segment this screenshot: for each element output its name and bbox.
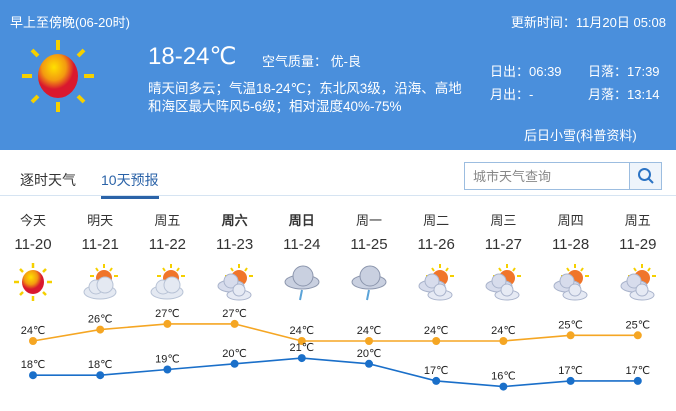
moonset: 月落：13:14 (588, 87, 660, 102)
sun-icon (0, 262, 67, 302)
search-input[interactable] (465, 163, 629, 189)
cloudy-sun-icon (537, 262, 604, 302)
high-temp-label: 27℃ (222, 308, 247, 320)
low-temp-label: 18℃ (88, 359, 113, 371)
low-temp-label: 17℃ (626, 365, 651, 377)
update-time: 更新时间：11月20日 05:08 (510, 15, 666, 30)
high-temp-label: 24℃ (290, 325, 315, 337)
high-temp-point (297, 337, 306, 345)
date-label: 11-22 (148, 236, 187, 253)
low-temp-label: 20℃ (222, 348, 247, 360)
cloudy-sun-icon (604, 262, 671, 302)
day-label: 周五 (624, 213, 651, 228)
high-temp-point (29, 337, 37, 345)
high-temp-label: 24℃ (424, 325, 449, 337)
date-label: 11-28 (551, 236, 590, 253)
sunset: 日落：17:39 (588, 64, 660, 79)
light-rain-icon (336, 262, 403, 302)
day-label: 周六 (221, 213, 248, 228)
high-temp-point (566, 331, 575, 340)
day-label: 周五 (154, 213, 181, 228)
date-label: 11-23 (215, 236, 254, 253)
high-temp-label: 24℃ (357, 325, 382, 337)
high-temp-label: 24℃ (491, 325, 516, 337)
low-temp-label: 20℃ (357, 348, 382, 360)
high-temp-point (230, 319, 239, 328)
high-temp-point (633, 331, 642, 340)
cloudy-sun-icon (470, 262, 537, 302)
low-temp-label: 17℃ (424, 365, 449, 377)
high-temp-line (32, 323, 638, 342)
low-temp-point (297, 354, 306, 363)
high-temp-label: 24℃ (21, 325, 46, 337)
low-temp-point (163, 365, 172, 374)
low-temp-point (230, 359, 239, 368)
low-temp-label: 16℃ (491, 371, 516, 383)
high-temp-point (96, 325, 105, 334)
tab-hourly[interactable]: 逐时天气 (20, 172, 76, 188)
date-label: 11-24 (283, 236, 321, 253)
low-temp-label: 17℃ (558, 365, 583, 377)
city-search (464, 162, 662, 190)
date-label: 11-29 (619, 236, 657, 253)
high-temp-label: 27℃ (155, 308, 180, 320)
high-temp-label: 26℃ (88, 314, 113, 326)
day-label: 明天 (87, 213, 114, 228)
temperature-chart: 24℃ 26℃ 27℃ 27℃ 24℃ 24℃ 24℃ 24℃ 25℃ 25℃ 18℃ 18℃ 19℃ 2… (21, 308, 651, 391)
day-label: 周日 (288, 213, 315, 228)
low-temp-point (633, 376, 642, 385)
search-button[interactable] (629, 163, 661, 189)
tab-bar: 逐时天气 10天预报 (0, 150, 676, 199)
date-label: 11-27 (484, 236, 523, 253)
sun-icon (22, 40, 94, 112)
light-rain-icon (268, 262, 335, 302)
search-icon (637, 168, 654, 184)
low-temp-label: 18℃ (21, 359, 46, 371)
low-temp-point (566, 376, 575, 385)
partly-cloudy-icon (67, 262, 134, 302)
low-temp-point (432, 376, 441, 385)
low-temp-line (33, 357, 638, 388)
high-temp-point (432, 337, 441, 345)
low-temp-point (499, 382, 508, 391)
air-quality: 空气质量： 优-良 (262, 54, 361, 69)
tab-10day[interactable]: 10天预报 (101, 170, 159, 199)
high-temp-label: 25℃ (626, 319, 651, 331)
low-temp-point (29, 371, 37, 380)
moonrise: 月出：- (490, 87, 534, 102)
forecast-desc-line2: 和海区最大阵风5-6级；相对湿度40%-75% (148, 99, 402, 114)
day-label: 今天 (19, 213, 46, 228)
period-label: 早上至傍晚(06-20时) (10, 15, 130, 30)
high-temp-point (163, 319, 172, 328)
date-label: 11-26 (417, 236, 455, 253)
cloudy-sun-icon (403, 262, 470, 302)
high-temp-label: 25℃ (558, 319, 583, 331)
low-temp-label: 19℃ (155, 354, 180, 366)
day-label: 周一 (355, 213, 382, 228)
low-temp-point (96, 371, 105, 380)
sunrise: 日出：06:39 (490, 64, 562, 79)
day-label: 周三 (490, 213, 517, 228)
date-label: 11-20 (14, 236, 52, 253)
today-summary: 早上至傍晚(06-20时) 更新时间：11月20日 05:08 18-24℃ 空… (0, 0, 676, 150)
forecast-desc-line1: 晴天间多云；气温18-24℃；东北风3级，沿海、高地 (148, 81, 462, 96)
low-temp-label: 21℃ (290, 342, 315, 354)
partly-cloudy-icon (134, 262, 201, 302)
high-temp-point (365, 337, 373, 345)
date-label: 11-21 (81, 236, 119, 253)
temp-range: 18-24℃ (148, 43, 237, 70)
day-label: 周二 (423, 213, 450, 228)
day-label: 周四 (557, 213, 584, 228)
high-temp-point (499, 337, 508, 345)
low-temp-point (365, 359, 373, 368)
cloudy-sun-icon (201, 262, 268, 302)
science-link[interactable]: 后日小雪(科普资料) (524, 128, 637, 143)
date-label: 11-25 (350, 236, 388, 253)
